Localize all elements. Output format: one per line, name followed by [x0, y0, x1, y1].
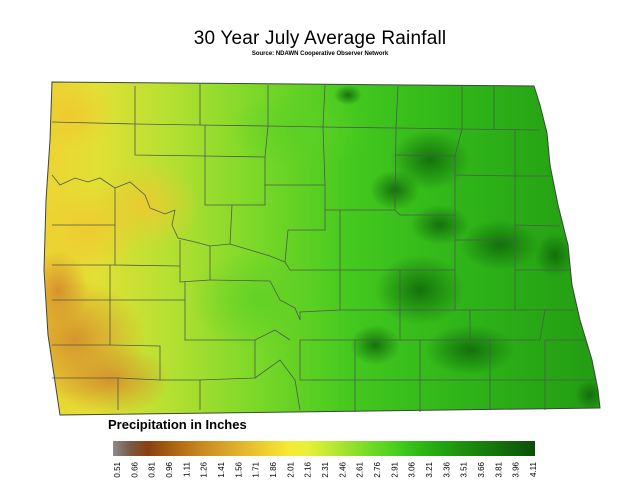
legend-tick-label: 1.11	[182, 461, 191, 477]
legend-tick-label: 0.51	[113, 461, 122, 477]
legend-tick-label: 0.81	[148, 461, 157, 477]
legend-tick-label: 1.56	[234, 461, 243, 477]
legend-tick-label: 3.96	[512, 461, 521, 477]
map-title: 30 Year July Average Rainfall	[193, 28, 447, 49]
legend-tick-label: 2.16	[304, 461, 313, 477]
legend-tick-label: 1.26	[200, 461, 209, 477]
legend-tick-label: 0.66	[130, 461, 139, 477]
legend-title: Precipitation in Inches	[108, 417, 247, 432]
legend-color-bar	[113, 441, 535, 456]
legend-tick-label: 1.41	[217, 461, 226, 477]
legend-tick-label: 3.36	[442, 461, 451, 477]
legend-labels: 0.51 0.66 0.81 0.96 1.11 1.26 1.41 1.56 1.71 1.86…	[113, 461, 538, 477]
legend-tick-label: 2.46	[338, 461, 347, 477]
legend-tick-label: 3.21	[425, 461, 434, 477]
legend-tick-label: 1.86	[269, 461, 278, 477]
legend-tick-label: 2.61	[356, 461, 365, 477]
legend-tick-label: 2.91	[390, 461, 399, 477]
legend-tick-label: 2.76	[373, 461, 382, 477]
legend-tick-label: 3.66	[477, 461, 486, 477]
legend-tick-label: 3.06	[408, 461, 417, 477]
legend-tick-label: 2.01	[286, 461, 295, 477]
legend-tick-label: 3.51	[460, 461, 469, 477]
legend-tick-label: 3.81	[494, 461, 503, 477]
legend-tick-label: 1.71	[252, 461, 261, 477]
state-outline	[43, 81, 601, 416]
legend-tick-label: 2.31	[321, 461, 330, 477]
county-boundaries	[51, 84, 596, 412]
legend-tick-label: 0.96	[165, 461, 174, 477]
legend-tick-label: 4.11	[529, 461, 538, 477]
source-note: Source: NDAWN Cooperative Observer Netwo…	[251, 51, 389, 57]
